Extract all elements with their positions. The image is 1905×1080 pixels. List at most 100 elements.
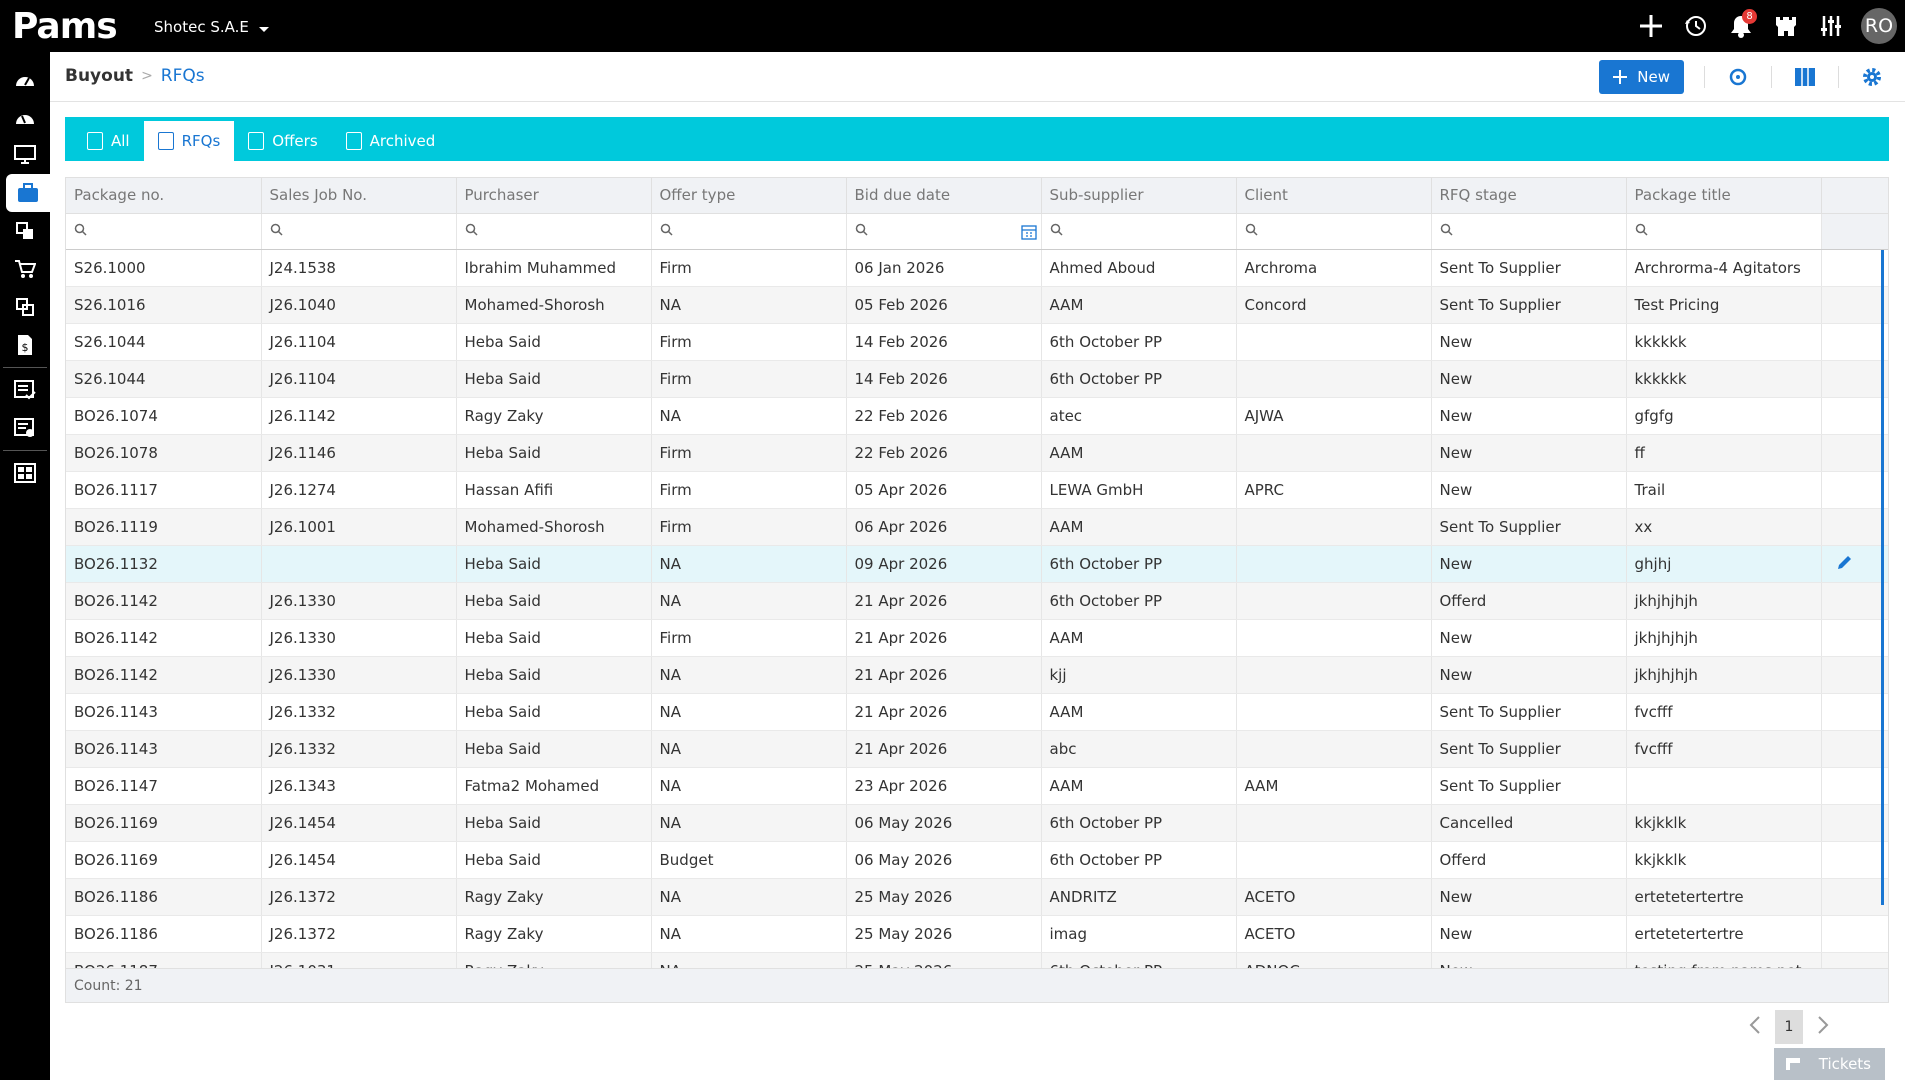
- gauge-icon[interactable]: [0, 98, 50, 136]
- chevron-left-icon[interactable]: [1749, 1016, 1761, 1038]
- table-row[interactable]: BO26.1169 J26.1454 Heba Said Budget 06 May 2…: [66, 841, 1888, 879]
- buyout-briefcase-icon[interactable]: [6, 174, 50, 212]
- column-filter-input[interactable]: [1041, 213, 1237, 250]
- table-row[interactable]: BO26.1142 J26.1330 Heba Said NA 21 Apr 2026 k…: [66, 656, 1888, 694]
- column-filter-input[interactable]: [1626, 213, 1822, 250]
- tab-offers[interactable]: Offers: [234, 121, 331, 161]
- breadcrumb-current: RFQs: [160, 66, 205, 86]
- column-filter-input[interactable]: [846, 213, 1042, 250]
- table-row[interactable]: BO26.1142 J26.1330 Heba Said NA 21 Apr 2026 6…: [66, 582, 1888, 620]
- checklist-icon[interactable]: [0, 371, 50, 409]
- table-row[interactable]: S26.1044 J26.1104 Heba Said Firm 14 Feb 2026…: [66, 323, 1888, 361]
- table-cell: J26.1330: [261, 656, 457, 694]
- column-filter-input[interactable]: [456, 213, 652, 250]
- column-filter-input[interactable]: [1431, 213, 1627, 250]
- rfq-grid: Package no. Sales Job No. Purchaser Offe…: [65, 177, 1889, 1003]
- table-row[interactable]: BO26.1078 J26.1146 Heba Said Firm 22 Feb 202…: [66, 434, 1888, 472]
- table-cell: J26.1332: [261, 693, 457, 731]
- cart-icon[interactable]: [0, 250, 50, 288]
- table-cell: Heba Said: [456, 730, 652, 768]
- table-cell: 14 Feb 2026: [846, 323, 1042, 361]
- tab-all[interactable]: All: [73, 121, 144, 161]
- table-cell: [1236, 693, 1432, 731]
- column-filter-input[interactable]: [66, 213, 262, 250]
- column-header[interactable]: Client: [1236, 178, 1432, 214]
- column-header[interactable]: Purchaser: [456, 178, 652, 214]
- table-row[interactable]: BO26.1186 J26.1372 Ragy Zaky NA 25 May 2026 A…: [66, 878, 1888, 916]
- column-header[interactable]: Sub-supplier: [1041, 178, 1237, 214]
- tab-rfqs[interactable]: RFQs: [143, 121, 235, 161]
- column-filter-input[interactable]: [651, 213, 847, 250]
- report-icon[interactable]: [0, 409, 50, 447]
- column-header[interactable]: RFQ stage: [1431, 178, 1627, 214]
- svg-text:$: $: [22, 341, 29, 354]
- chevron-right-icon[interactable]: [1817, 1016, 1829, 1038]
- table-cell: BO26.1186: [66, 915, 262, 953]
- column-header[interactable]: Sales Job No.: [261, 178, 457, 214]
- page-button[interactable]: 1: [1775, 1010, 1803, 1044]
- documents-icon[interactable]: [0, 212, 50, 250]
- files-icon[interactable]: [0, 288, 50, 326]
- add-icon[interactable]: [1628, 0, 1673, 52]
- table-cell: New: [1431, 471, 1627, 509]
- dashboard-icon[interactable]: [0, 60, 50, 98]
- table-row[interactable]: BO26.1119 J26.1001 Mohamed-Shorosh Firm 06 A…: [66, 508, 1888, 546]
- table-cell: S26.1044: [66, 360, 262, 398]
- column-header[interactable]: Package no.: [66, 178, 262, 214]
- column-header[interactable]: Offer type: [651, 178, 847, 214]
- table-cell: Heba Said: [456, 545, 652, 583]
- table-row[interactable]: BO26.1186 J26.1372 Ragy Zaky NA 25 May 2026 i…: [66, 915, 1888, 953]
- gear-icon[interactable]: [1859, 64, 1885, 90]
- column-filter-input[interactable]: [261, 213, 457, 250]
- breadcrumb-root[interactable]: Buyout: [65, 66, 134, 86]
- table-cell: Mohamed-Shorosh: [456, 286, 652, 324]
- table-row[interactable]: S26.1016 J26.1040 Mohamed-Shorosh NA 05 Feb …: [66, 286, 1888, 324]
- table-cell: Firm: [651, 471, 847, 509]
- table-cell: 6th October PP: [1041, 323, 1237, 361]
- table-row[interactable]: BO26.1143 J26.1332 Heba Said NA 21 Apr 2026 A…: [66, 693, 1888, 731]
- table-cell: New: [1431, 915, 1627, 953]
- table-row[interactable]: BO26.1143 J26.1332 Heba Said NA 21 Apr 2026 a…: [66, 730, 1888, 768]
- table-cell: New: [1431, 434, 1627, 472]
- invoice-icon[interactable]: $: [0, 326, 50, 364]
- table-cell: AAM: [1041, 434, 1237, 472]
- table-cell: [1236, 582, 1432, 620]
- pager: 1: [1749, 1010, 1829, 1044]
- scrollbar[interactable]: [1881, 250, 1884, 905]
- table-row[interactable]: S26.1000 J24.1538 Ibrahim Muhammed Firm 06 J…: [66, 249, 1888, 287]
- tickets-button[interactable]: Tickets: [1774, 1048, 1885, 1080]
- table-row[interactable]: S26.1044 J26.1104 Heba Said Firm 14 Feb 2026…: [66, 360, 1888, 398]
- table-row[interactable]: BO26.1074 J26.1142 Ragy Zaky NA 22 Feb 2026 a…: [66, 397, 1888, 435]
- edit-pencil-icon[interactable]: [1836, 553, 1854, 571]
- header-divider: [1704, 66, 1705, 88]
- settings-sliders-icon[interactable]: [1808, 0, 1853, 52]
- table-cell: BO26.1143: [66, 693, 262, 731]
- calendar-icon[interactable]: [1020, 224, 1037, 240]
- table-row[interactable]: BO26.1132 Heba Said NA 09 Apr 2026 6th Octob…: [66, 545, 1888, 583]
- columns-icon[interactable]: [1792, 64, 1818, 90]
- company-selector[interactable]: Shotec S.A.E: [154, 18, 269, 36]
- app-logo[interactable]: Pams: [12, 5, 118, 47]
- tab-archived[interactable]: Archived: [332, 121, 450, 161]
- column-header[interactable]: Bid due date: [846, 178, 1042, 214]
- user-avatar[interactable]: RO: [1861, 8, 1897, 44]
- castle-icon[interactable]: [1763, 0, 1808, 52]
- table-row[interactable]: BO26.1169 J26.1454 Heba Said NA 06 May 2026 6…: [66, 804, 1888, 842]
- table-cell: J26.1332: [261, 730, 457, 768]
- row-actions-cell: [1821, 434, 1888, 472]
- refresh-icon[interactable]: [1725, 64, 1751, 90]
- history-icon[interactable]: [1673, 0, 1718, 52]
- table-cell: New: [1431, 397, 1627, 435]
- monitor-icon[interactable]: [0, 136, 50, 174]
- notifications-icon[interactable]: 8: [1718, 0, 1763, 52]
- table-row[interactable]: BO26.1117 J26.1274 Hassan Afifi Firm 05 Apr …: [66, 471, 1888, 509]
- table-row[interactable]: BO26.1142 J26.1330 Heba Said Firm 21 Apr 202…: [66, 619, 1888, 657]
- table-cell: BO26.1119: [66, 508, 262, 546]
- column-filter-input[interactable]: [1236, 213, 1432, 250]
- new-button[interactable]: New: [1599, 60, 1684, 94]
- table-cell: BO26.1169: [66, 841, 262, 879]
- grid-layout-icon[interactable]: [0, 454, 50, 492]
- table-row[interactable]: BO26.1147 J26.1343 Fatma2 Mohamed NA 23 Apr …: [66, 767, 1888, 805]
- filter-cell-empty: [1821, 213, 1888, 250]
- column-header[interactable]: Package title: [1626, 178, 1822, 214]
